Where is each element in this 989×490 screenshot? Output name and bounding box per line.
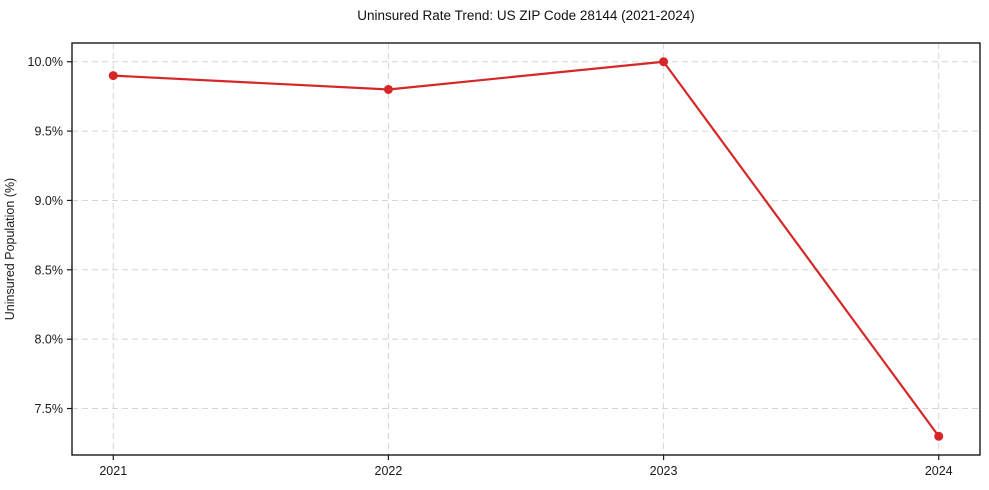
data-point-marker [383,84,393,94]
y-tick-label: 8.0% [35,333,64,347]
grid-layer [72,43,980,455]
y-tick-label: 8.5% [35,263,64,277]
x-tick-label: 2022 [375,464,403,478]
data-series-layer [108,57,944,441]
axis-layer: 7.5% 8.0% 8.5% 9.0% 9.5% 10.0% 2021 2022 2023 202… [28,42,981,478]
y-axis-label: Uninsured Population (%) [3,178,17,320]
trend-line [112,60,940,438]
data-point-marker [934,431,944,441]
y-tick-label: 9.5% [35,125,64,139]
x-tick-label: 2023 [650,464,678,478]
y-tick-label: 10.0% [28,55,63,69]
data-point-marker [108,71,118,81]
y-tick-label: 9.0% [35,194,64,208]
y-tick-label: 7.5% [35,402,64,416]
plot-border [71,42,981,456]
x-tick-label: 2021 [99,464,127,478]
chart-title: Uninsured Rate Trend: US ZIP Code 28144 … [357,8,694,23]
x-tick-label: 2024 [925,464,953,478]
data-point-marker [659,57,669,67]
